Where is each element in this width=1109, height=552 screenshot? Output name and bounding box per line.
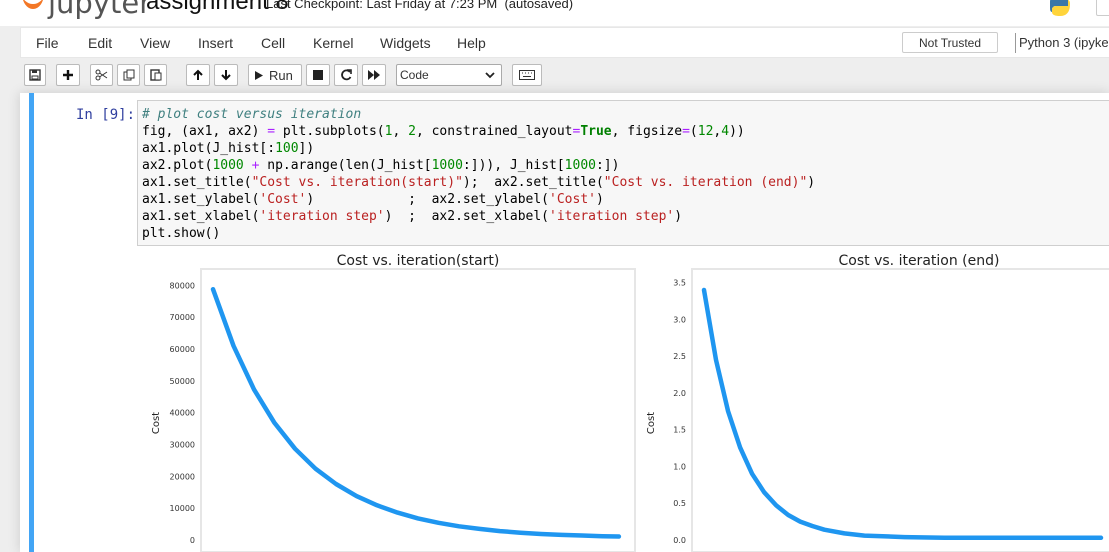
chart-2-ytick-label: 1.5 [673, 426, 686, 435]
cut-button[interactable] [90, 64, 113, 86]
save-icon [29, 69, 41, 81]
play-icon [255, 70, 263, 80]
command-palette-button[interactable] [512, 64, 542, 86]
code-line-8: plt.show() [142, 226, 221, 241]
chart-2-ytick-label: 2.5 [673, 352, 686, 361]
paste-icon [149, 69, 161, 81]
save-button[interactable] [24, 64, 46, 86]
copy-button[interactable] [117, 64, 140, 86]
interrupt-button[interactable] [306, 64, 330, 86]
chart-1-ytick-label: 60000 [170, 345, 195, 354]
run-button[interactable]: Run [248, 64, 302, 86]
jupyter-logo-text[interactable]: jupyter [48, 0, 152, 20]
chart-2-ytick-label: 3.5 [673, 279, 686, 288]
chart-1-title: Cost vs. iteration(start) [337, 253, 500, 269]
keyboard-icon [519, 70, 535, 80]
code-line-1: # plot cost versus iteration [142, 107, 362, 122]
cut-icon [95, 69, 108, 81]
code-line-2: fig, (ax1, ax2) = plt.subplots(1, 2, con… [142, 124, 745, 139]
chart-2-ytick-label: 1.0 [673, 462, 686, 471]
autosave-status: (autosaved) [504, 0, 574, 11]
notebook-title[interactable]: assignment 8 [146, 0, 289, 15]
fast-forward-icon [367, 70, 380, 80]
code-text[interactable]: # plot cost versus iteration fig, (ax1, … [142, 106, 815, 242]
menu-help[interactable]: Help [457, 35, 486, 51]
chart-1-ytick-label: 20000 [170, 472, 195, 481]
chart-1-ylabel: Cost [151, 412, 162, 434]
restart-run-all-button[interactable] [362, 64, 386, 86]
jupyter-logo-icon[interactable] [22, 0, 44, 9]
code-line-6: ax1.set_ylabel('Cost') ; ax2.set_ylabel(… [142, 192, 604, 207]
chart-1-series-line [210, 286, 622, 539]
chart-1-ytick-label: 70000 [170, 313, 195, 322]
chart-2-ytick-label: 0.0 [673, 536, 686, 545]
cell-type-select[interactable]: Code [396, 64, 502, 86]
chart-1-ytick-label: 30000 [170, 441, 195, 450]
move-down-button[interactable] [214, 64, 238, 86]
chart-2-ylabel: Cost [646, 412, 657, 434]
arrow-up-icon [193, 69, 203, 80]
arrow-down-icon [221, 70, 231, 81]
chart-1-ytick-label: 50000 [170, 377, 195, 386]
cell-type-value: Code [400, 68, 429, 82]
chart-1-ytick-label: 10000 [170, 504, 195, 513]
cell-output: Cost vs. iteration(start) Cost 0 10000 20000… [137, 251, 1109, 552]
menu-file[interactable]: File [36, 35, 59, 51]
toolbar: Run Code [20, 61, 1109, 91]
restart-icon [341, 69, 352, 81]
chart-2-ytick-label: 2.0 [673, 389, 686, 398]
notebook-container: In [9]: # plot cost versus iteration fig… [20, 93, 1109, 552]
code-line-4: ax2.plot(1000 + np.arange(len(J_hist[100… [142, 158, 620, 173]
chart-1-ytick-label: 40000 [170, 409, 195, 418]
menu-kernel[interactable]: Kernel [313, 35, 354, 51]
chart-2-plot-area [691, 268, 1109, 552]
paste-button[interactable] [144, 64, 167, 86]
insert-cell-button[interactable] [56, 64, 80, 86]
code-line-7: ax1.set_xlabel('iteration step') ; ax2.s… [142, 209, 683, 224]
header: jupyter assignment 8 Last Checkpoint: La… [0, 0, 1109, 26]
trust-status-button[interactable]: Not Trusted [902, 32, 998, 53]
menubar: File Edit View Insert Cell Kernel Widget… [20, 27, 1109, 58]
chevron-down-icon [485, 72, 495, 79]
menu-view[interactable]: View [140, 35, 171, 51]
checkpoint-text: Last Checkpoint: Last Friday at 7:23 PM [266, 0, 498, 11]
plus-icon [63, 70, 73, 80]
restart-button[interactable] [334, 64, 358, 86]
login-button[interactable] [1096, 0, 1109, 16]
chart-2-title: Cost vs. iteration (end) [839, 253, 1000, 269]
run-label: Run [269, 67, 293, 83]
menu-edit[interactable]: Edit [88, 35, 113, 51]
chart-1-plot-area [200, 268, 636, 552]
chart-2-ytick-label: 3.0 [673, 315, 686, 324]
chart-2-ytick-label: 0.5 [673, 499, 686, 508]
menu-cell[interactable]: Cell [261, 35, 286, 51]
code-line-5: ax1.set_title("Cost vs. iteration(start)… [142, 175, 816, 190]
output-figure: Cost vs. iteration(start) Cost 0 10000 20000… [151, 253, 1109, 552]
python-logo-icon [1050, 0, 1070, 16]
kernel-indicator[interactable]: Python 3 (ipyke [1015, 33, 1109, 53]
move-up-button[interactable] [186, 64, 210, 86]
chart-1-ytick-label: 80000 [170, 281, 195, 290]
code-line-3: ax1.plot(J_hist[:100]) [142, 141, 315, 156]
menu-widgets[interactable]: Widgets [380, 35, 431, 51]
input-prompt: In [9]: [76, 107, 136, 123]
stop-icon [313, 70, 323, 80]
chart-1-ytick-label: 0 [190, 536, 195, 545]
cell-selection-bar [29, 93, 34, 552]
checkpoint-status: Last Checkpoint: Last Friday at 7:23 PM … [266, 0, 573, 11]
code-editor[interactable]: # plot cost versus iteration fig, (ax1, … [137, 100, 1109, 246]
chart-2-series-line [701, 287, 1104, 541]
menu-insert[interactable]: Insert [198, 35, 234, 51]
copy-icon [123, 69, 134, 81]
